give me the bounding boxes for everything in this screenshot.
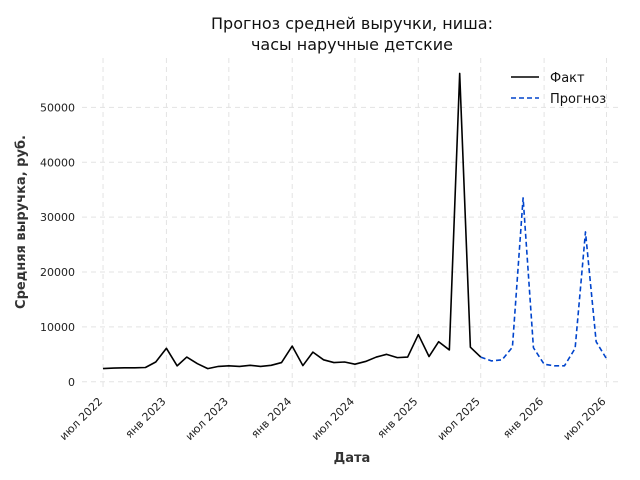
x-tick-label: июл 2026 [561,395,609,443]
y-axis-label: Средняя выручка, руб. [14,135,29,309]
x-tick-label: янв 2025 [375,395,421,441]
y-tick-label: 40000 [40,156,75,169]
x-tick-label: янв 2023 [123,395,169,441]
x-axis-label: Дата [334,451,371,466]
x-tick-label: янв 2026 [500,395,546,441]
y-tick-label: 30000 [40,211,75,224]
grid [82,58,622,390]
x-tick-label: июл 2024 [309,395,357,443]
x-tick-label: янв 2024 [249,395,295,441]
legend: Факт Прогноз [511,71,606,107]
x-tick-label: июл 2023 [183,395,231,443]
y-ticks: 0 10000 20000 30000 40000 50000 [40,101,75,388]
chart-title-line1: Прогноз средней выручки, ниша: [211,14,493,33]
x-tick-label: июл 2025 [435,395,483,443]
series [102,72,608,370]
x-ticks: июл 2022 янв 2023 июл 2023 янв 2024 июл 2024… [57,395,609,443]
y-tick-label: 50000 [40,101,75,114]
chart-title-line2: часы наручные детские [251,35,453,54]
y-tick-label: 10000 [40,321,75,334]
y-tick-label: 0 [68,376,75,389]
x-tick-label: июл 2022 [57,395,105,443]
legend-label-fact: Факт [550,71,585,86]
legend-label-forecast: Прогноз [550,92,606,107]
series-line-forecast [480,197,608,367]
series-line-fact [102,72,482,370]
y-tick-label: 20000 [40,266,75,279]
